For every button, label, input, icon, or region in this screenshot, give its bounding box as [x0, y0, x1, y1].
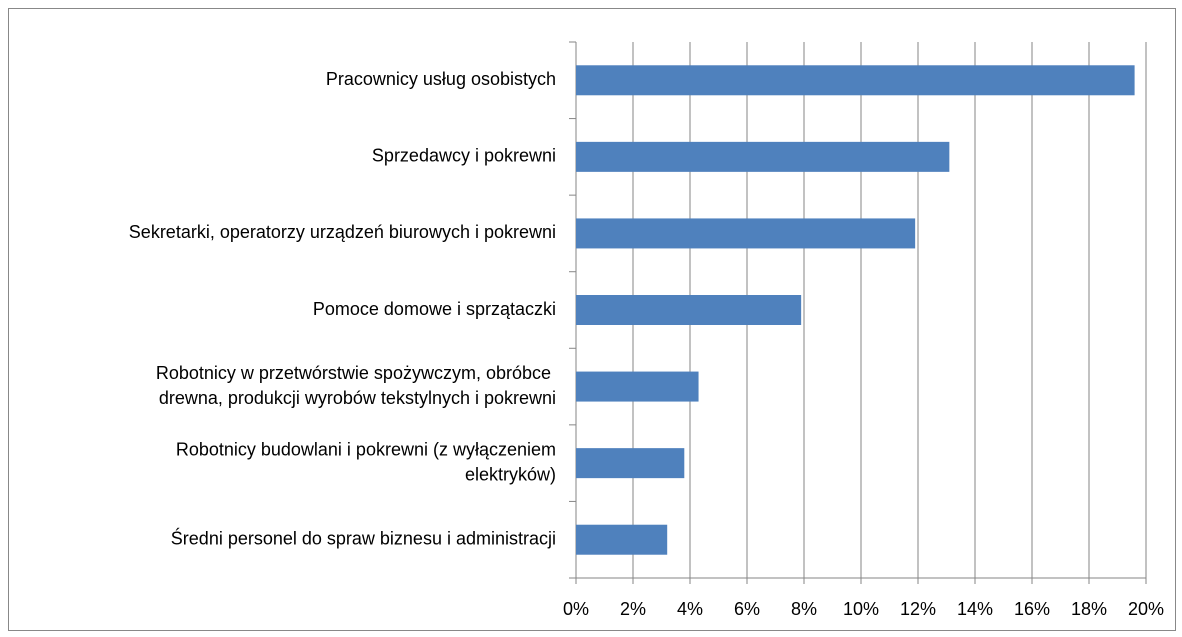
x-tick-label: 6%	[734, 599, 760, 619]
y-tick-label: Pracownicy usług osobistych	[326, 69, 556, 89]
x-tick-label: 0%	[563, 599, 589, 619]
bar	[576, 218, 916, 249]
bar	[576, 141, 950, 172]
y-tick-label: Pomoce domowe i sprzątaczki	[313, 299, 556, 319]
y-tick-label: Sprzedawcy i pokrewni	[372, 146, 556, 166]
bar	[576, 448, 685, 479]
x-tick-label: 14%	[957, 599, 993, 619]
y-tick-label: Robotnicy budowlani i pokrewni (z wyłącz…	[176, 439, 556, 484]
x-tick-label: 8%	[791, 599, 817, 619]
y-tick-label: Sekretarki, operatorzy urządzeń biurowyc…	[129, 222, 556, 242]
x-tick-label: 12%	[900, 599, 936, 619]
x-tick-label: 18%	[1071, 599, 1107, 619]
bar	[576, 295, 802, 325]
x-tick-label: 20%	[1128, 599, 1164, 619]
bar	[576, 65, 1135, 96]
x-tick-label: 4%	[677, 599, 703, 619]
x-tick-label: 2%	[620, 599, 646, 619]
x-tick-label: 10%	[843, 599, 879, 619]
x-tick-label: 16%	[1014, 599, 1050, 619]
y-tick-label: Robotnicy w przetwórstwie spożywczym, ob…	[156, 363, 556, 408]
bar	[576, 524, 668, 555]
y-tick-label: Średni personel do spraw biznesu i admin…	[171, 527, 556, 548]
bar	[576, 371, 699, 402]
